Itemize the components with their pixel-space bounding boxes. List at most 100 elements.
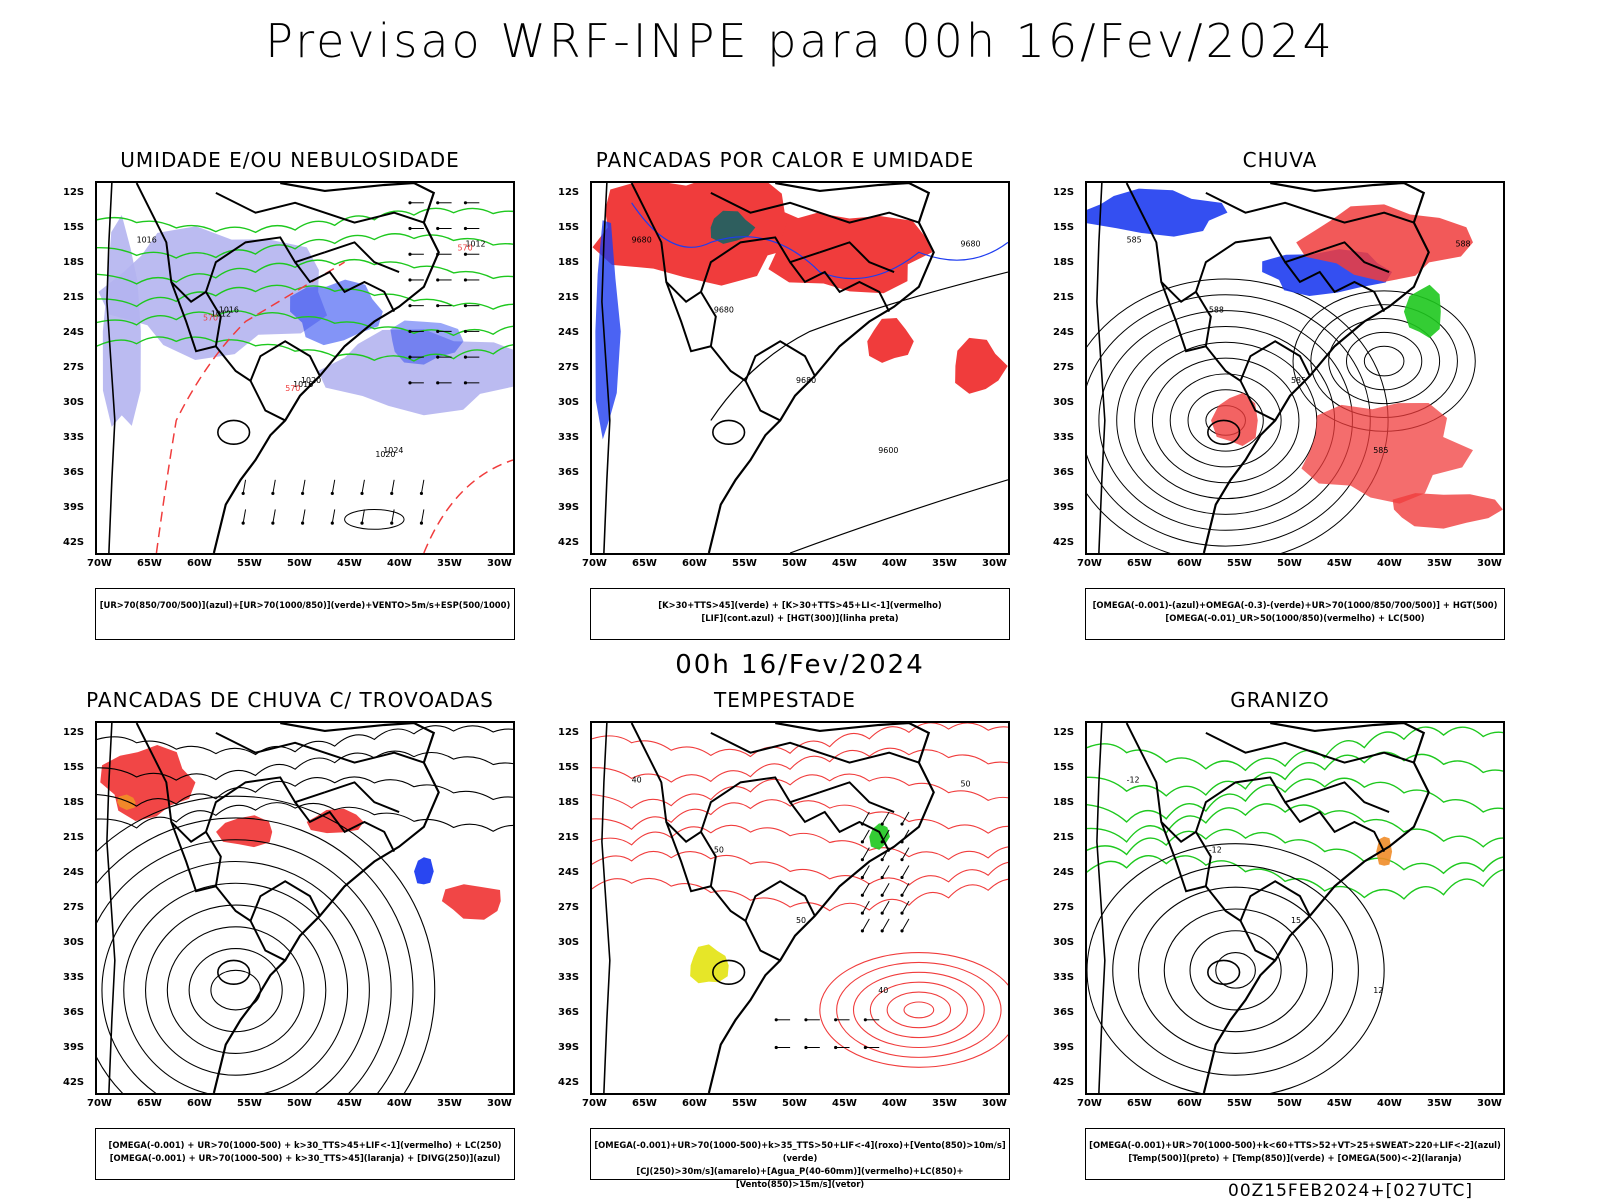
latitude-label: 24S	[1053, 867, 1075, 878]
legend-box: [UR>70(850/700/500)](azul)+[UR>70(1000/8…	[95, 588, 515, 640]
contour-label: 570	[285, 384, 300, 393]
longitude-label: 60W	[682, 558, 707, 569]
contour-label: 9680	[714, 306, 734, 315]
map-frame: -12 -12 15 12	[1085, 721, 1505, 1095]
legend-box: [OMEGA(-0.001) + UR>70(1000-500) + k>30_…	[95, 1128, 515, 1180]
map-frame: 9680 9680 9680 9600 9680	[590, 181, 1010, 555]
contour-label: 50	[796, 916, 806, 925]
longitude-label: 35W	[932, 1098, 957, 1109]
legend-line: [OMEGA(-0.001) + UR>70(1000-500) + k>30_…	[108, 1140, 502, 1150]
latitude-label: 30S	[63, 397, 85, 408]
latitude-label: 15S	[63, 762, 85, 773]
contour-label: 50	[714, 846, 724, 855]
latitude-label: 24S	[63, 867, 85, 878]
latitude-label: 24S	[558, 867, 580, 878]
contour-label: 9680	[632, 235, 652, 244]
latitude-label: 15S	[558, 762, 580, 773]
contour-label: 1012	[211, 310, 231, 319]
longitude-label: 65W	[632, 558, 657, 569]
contour-label: 1016	[137, 235, 157, 244]
longitude-label: 40W	[1377, 1098, 1402, 1109]
latitude-label: 21S	[1053, 292, 1075, 303]
longitude-label: 55W	[732, 1098, 757, 1109]
legend-line: [OMEGA(-0.001)+UR>70(1000-500)+k<60+TTS>…	[1089, 1140, 1501, 1150]
legend-box: [K>30+TTS>45](verde) + [K>30+TTS>45+LI<-…	[590, 588, 1010, 640]
contour-label: 40	[632, 775, 642, 784]
longitude-label: 65W	[1127, 1098, 1152, 1109]
latitude-label: 42S	[63, 537, 85, 548]
contour-label: 50	[960, 779, 970, 788]
latitude-label: 12S	[63, 727, 85, 738]
forecast-time-title: 00h 16/Fev/2024	[675, 650, 925, 680]
latitude-label: 30S	[558, 397, 580, 408]
latitude-label: 15S	[63, 222, 85, 233]
map-plot: 585 588 585 585 588	[1087, 183, 1503, 553]
longitude-label: 50W	[287, 1098, 312, 1109]
legend-line: [OMEGA(-0.001)-(azul)+OMEGA(-0.3)-(verde…	[1092, 600, 1498, 610]
longitude-label: 45W	[337, 558, 362, 569]
longitude-label: 40W	[387, 558, 412, 569]
latitude-label: 36S	[558, 1007, 580, 1018]
latitude-label: 42S	[63, 1077, 85, 1088]
contour-label: 1016	[219, 306, 239, 315]
latitude-label: 30S	[63, 937, 85, 948]
longitude-label: 30W	[487, 558, 512, 569]
latitude-label: 15S	[1053, 762, 1075, 773]
contour-label: 1024	[383, 446, 403, 455]
latitude-label: 39S	[63, 1042, 85, 1053]
contour-label: 12	[1373, 986, 1383, 995]
longitude-label: 40W	[387, 1098, 412, 1109]
latitude-label: 36S	[63, 467, 85, 478]
latitude-label: 39S	[558, 502, 580, 513]
longitude-label: 65W	[137, 1098, 162, 1109]
longitude-label: 60W	[187, 1098, 212, 1109]
latitude-label: 18S	[1053, 797, 1075, 808]
latitude-label: 12S	[63, 187, 85, 198]
longitude-label: 30W	[1477, 1098, 1502, 1109]
legend-line: [OMEGA(-0.001)+UR>70(1000-500)+k>35_TTS>…	[594, 1140, 1006, 1163]
latitude-label: 36S	[1053, 1007, 1075, 1018]
latitude-label: 30S	[558, 937, 580, 948]
panel-pancadas-trovoadas: PANCADAS DE CHUVA C/ TROVOADAS 12S 15S 18S 2…	[63, 688, 515, 1180]
latitude-label: 24S	[1053, 327, 1075, 338]
map-plot: 9680 9680 9680 9600 9680	[592, 183, 1008, 553]
legend-line: [LIF](cont.azul) + [HGT(300)](linha pret…	[701, 613, 899, 623]
latitude-label: 39S	[1053, 1042, 1075, 1053]
longitude-label: 45W	[1327, 558, 1352, 569]
longitude-label: 65W	[632, 1098, 657, 1109]
latitude-label: 33S	[63, 972, 85, 983]
latitude-label: 21S	[63, 832, 85, 843]
contour-label: -12	[1127, 775, 1140, 784]
latitude-label: 21S	[558, 832, 580, 843]
contour-label: 15	[1291, 916, 1301, 925]
latitude-label: 33S	[558, 972, 580, 983]
latitude-label: 33S	[63, 432, 85, 443]
latitude-label: 36S	[558, 467, 580, 478]
panel-umidade: UMIDADE E/OU NEBULOSIDADE 1016 1016 1020 102…	[63, 148, 515, 640]
longitude-label: 50W	[782, 558, 807, 569]
legend-line: [K>30+TTS>45](verde) + [K>30+TTS>45+LI<-…	[658, 600, 942, 610]
contour-label: 588	[1209, 306, 1224, 315]
latitude-label: 18S	[63, 797, 85, 808]
latitude-label: 12S	[558, 727, 580, 738]
longitude-label: 45W	[1327, 1098, 1352, 1109]
map-plot: 40 50 50 40 50	[592, 723, 1008, 1093]
contour-label: 1012	[465, 239, 485, 248]
longitude-label: 70W	[1077, 558, 1102, 569]
longitude-label: 55W	[732, 558, 757, 569]
legend-line: [Temp(500)](preto) + [Temp(850)](verde) …	[1128, 1153, 1462, 1163]
latitude-label: 33S	[1053, 972, 1075, 983]
longitude-label: 70W	[582, 558, 607, 569]
longitude-label: 70W	[1077, 1098, 1102, 1109]
panel-title: GRANIZO	[1230, 688, 1330, 712]
contour-label: 1020	[301, 376, 321, 385]
latitude-label: 42S	[1053, 537, 1075, 548]
longitude-label: 45W	[337, 1098, 362, 1109]
panel-title: TEMPESTADE	[714, 688, 856, 712]
longitude-label: 30W	[982, 558, 1007, 569]
contour-label: 9600	[878, 446, 898, 455]
panel-title: PANCADAS POR CALOR E UMIDADE	[595, 148, 975, 172]
map-plot	[97, 723, 513, 1093]
longitude-label: 70W	[87, 558, 112, 569]
contour-label: 1020	[375, 450, 395, 459]
